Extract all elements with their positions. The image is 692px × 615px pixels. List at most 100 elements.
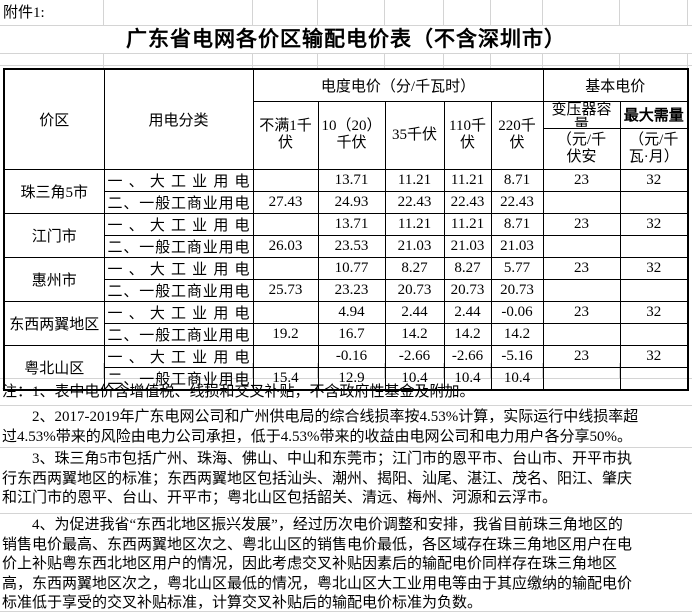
header-max-demand-unit: （元/千 瓦·月）: [619, 127, 689, 170]
price-value: 21.03: [443, 234, 492, 258]
price-value: 23: [542, 300, 621, 324]
usage-label: 一、大工业用电: [103, 256, 254, 280]
note-4: 4、为促进我省“东西北地区振兴发展”，经过历次电价调整和安排，我省目前珠三角地区…: [2, 517, 633, 612]
price-value: 8.71: [490, 212, 544, 236]
price-value: 11.21: [443, 168, 492, 192]
table-row: 惠州市 一、大工业用电 10.77 8.27 8.27 5.77 23 32: [3, 256, 689, 302]
gridline-v: [252, 0, 253, 25]
note-2: 2、2017-2019年广东电网公司和广州供电局的综合线损率按4.53%计算，实…: [2, 409, 639, 445]
header-energy-price-group: 电度电价（分/千瓦时）: [252, 68, 544, 102]
header-transformer-capacity-unit: （元/千 伏安: [542, 127, 621, 170]
price-value: -5.16: [490, 344, 544, 368]
gridline-v: [687, 0, 688, 25]
price-value: -0.06: [490, 300, 544, 324]
price-value: 23: [542, 344, 621, 368]
price-value: 12.9: [317, 366, 386, 390]
header-basic-price-group: 基本电价: [542, 68, 689, 102]
price-value: 8.27: [384, 256, 445, 280]
price-value: 26.03: [252, 234, 319, 258]
price-value: 11.21: [443, 212, 492, 236]
price-value: 5.77: [490, 256, 544, 280]
price-value: [619, 234, 689, 258]
gridline-h: [0, 513, 692, 514]
price-value: 23: [542, 212, 621, 236]
price-value: -0.16: [317, 344, 386, 368]
header-max-demand: 最大需量: [619, 100, 689, 129]
price-value: 27.43: [252, 190, 319, 214]
price-value: 10.4: [490, 366, 544, 390]
note-3: 3、珠三角5市包括广州、珠海、佛山、中山和东莞市；江门市的恩平市、台山市、开平市…: [2, 451, 633, 507]
price-value: 13.71: [317, 168, 386, 192]
gridline-v: [490, 0, 491, 25]
table-row: 二、一般工商业用电 19.2 16.7 14.2 14.2 14.2: [4, 322, 689, 346]
price-value: 32: [619, 344, 689, 368]
gridline-v: [103, 53, 104, 68]
zone-label: 粤北山区: [3, 344, 105, 390]
price-value: 20.73: [490, 278, 544, 302]
price-value: [542, 234, 621, 258]
price-value: 22.43: [384, 190, 445, 214]
price-value: [252, 212, 319, 236]
price-value: 32: [619, 168, 689, 192]
table-row: 珠三角5市 一、大工业用电 13.71 11.21 11.21 8.71 23 …: [3, 168, 689, 214]
gridline-h: [0, 25, 692, 26]
table-row: 二、一般工商业用电 27.43 24.93 22.43 22.43 22.43: [4, 190, 689, 214]
gridline-v: [443, 0, 444, 25]
price-value: 19.2: [252, 322, 319, 346]
usage-label: 二、一般工商业用电: [103, 322, 254, 346]
usage-label: 二、一般工商业用电: [103, 190, 254, 214]
gridline-v: [443, 53, 444, 68]
price-value: 10.77: [317, 256, 386, 280]
gridline-v: [490, 53, 491, 68]
table-row: 二、一般工商业用电 25.73 23.23 20.73 20.73 20.73: [4, 278, 689, 302]
header-voltage-10-20kv: 10（20） 千伏: [317, 100, 386, 170]
price-value: [252, 300, 319, 324]
price-value: 23: [542, 168, 621, 192]
header-transformer-capacity: 变压器容量: [542, 100, 621, 129]
price-value: -2.66: [443, 344, 492, 368]
gridline-v: [384, 53, 385, 68]
table-row: 粤北山区 一、大工业用电 -0.16 -2.66 -2.66 -5.16 23 …: [3, 344, 689, 390]
gridline-h: [0, 447, 692, 448]
header-usage-class: 用电分类: [103, 68, 254, 170]
usage-label: 二、一般工商业用电: [103, 278, 254, 302]
note-1: 注：1、表中电价含增值税、线损和交叉补贴，不含政府性基金及附加。: [2, 384, 475, 400]
usage-label: 一、大工业用电: [103, 168, 254, 192]
price-value: 16.7: [317, 322, 386, 346]
usage-label: 二、一般工商业用电: [103, 366, 254, 390]
price-value: 20.73: [443, 278, 492, 302]
price-value: [252, 168, 319, 192]
price-value: 24.93: [317, 190, 386, 214]
price-value: 20.73: [384, 278, 445, 302]
gridline-v: [619, 0, 620, 25]
header-voltage-110kv: 110千 伏: [443, 100, 492, 170]
header-voltage-under-1kv: 不满1千 伏: [252, 100, 319, 170]
table-row: 二、一般工商业用电 26.03 23.53 21.03 21.03 21.03: [4, 234, 689, 258]
price-value: -2.66: [384, 344, 445, 368]
gridline-v: [103, 0, 104, 25]
usage-label: 一、大工业用电: [103, 212, 254, 236]
header-voltage-35kv: 35千伏: [384, 100, 445, 170]
price-value: [252, 256, 319, 280]
price-value: 14.2: [384, 322, 445, 346]
price-table: 价区 用电分类 电度电价（分/千瓦时） 基本电价 不满1千 伏 10（20） 千…: [3, 68, 690, 391]
price-value: 10.4: [384, 366, 445, 390]
price-value: [542, 190, 621, 214]
price-value: 21.03: [490, 234, 544, 258]
price-value: 8.71: [490, 168, 544, 192]
gridline-h: [0, 65, 692, 66]
header-price-zone: 价区: [3, 68, 105, 170]
gridline-v: [542, 0, 543, 25]
price-value: 2.44: [443, 300, 492, 324]
zone-label: 江门市: [3, 212, 105, 258]
zone-label: 东西两翼地区: [3, 300, 105, 346]
zone-label: 珠三角5市: [3, 168, 105, 214]
price-value: [542, 278, 621, 302]
price-value: 32: [619, 212, 689, 236]
gridline-v: [687, 53, 688, 68]
gridline-v: [619, 53, 620, 68]
price-value: 23.53: [317, 234, 386, 258]
price-value: [542, 322, 621, 346]
price-value: 10.4: [443, 366, 492, 390]
